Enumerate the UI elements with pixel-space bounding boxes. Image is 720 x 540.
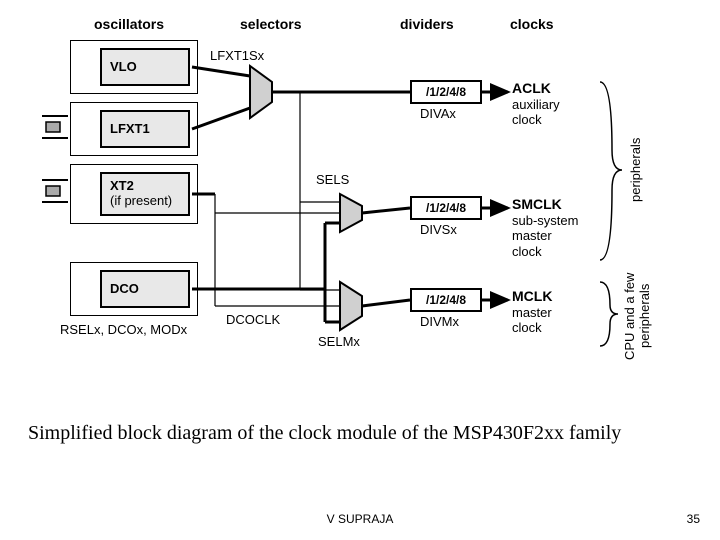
footer-page-number: 35 <box>687 512 700 526</box>
label-sels: SELS <box>316 172 349 187</box>
clock-aclk-name: ACLK <box>512 80 560 97</box>
divider-divax: /1/2/4/8 <box>410 80 482 104</box>
footer-author: V SUPRAJA <box>327 512 394 526</box>
clock-smclk-name: SMCLK <box>512 196 578 213</box>
clock-mclk: MCLK master clock <box>512 288 552 336</box>
clock-mclk-desc1: master <box>512 305 552 321</box>
side-label-cpu: CPU and a few peripherals <box>622 266 652 366</box>
clock-smclk-desc1: sub-system <box>512 213 578 229</box>
clock-smclk-desc2: master <box>512 228 578 244</box>
label-divmx: DIVMx <box>420 314 459 329</box>
clock-mclk-desc2: clock <box>512 320 552 336</box>
clock-aclk: ACLK auxiliary clock <box>512 80 560 128</box>
label-divsx: DIVSx <box>420 222 457 237</box>
clock-aclk-desc1: auxiliary <box>512 97 560 113</box>
figure-caption: Simplified block diagram of the clock mo… <box>28 420 698 447</box>
wiring-svg <box>60 10 680 390</box>
label-dcoclk: DCOCLK <box>226 312 280 327</box>
divider-divmx: /1/2/4/8 <box>410 288 482 312</box>
divider-divsx: /1/2/4/8 <box>410 196 482 220</box>
clock-smclk-desc3: clock <box>512 244 578 260</box>
label-selmx: SELMx <box>318 334 360 349</box>
clock-module-diagram: oscillators selectors dividers clocks VL… <box>60 10 680 390</box>
clock-smclk: SMCLK sub-system master clock <box>512 196 578 260</box>
side-label-peripherals: peripherals <box>628 120 643 220</box>
clock-mclk-name: MCLK <box>512 288 552 305</box>
clock-aclk-desc2: clock <box>512 112 560 128</box>
label-divax: DIVAx <box>420 106 456 121</box>
label-lfxt1sx: LFXT1Sx <box>210 48 264 63</box>
